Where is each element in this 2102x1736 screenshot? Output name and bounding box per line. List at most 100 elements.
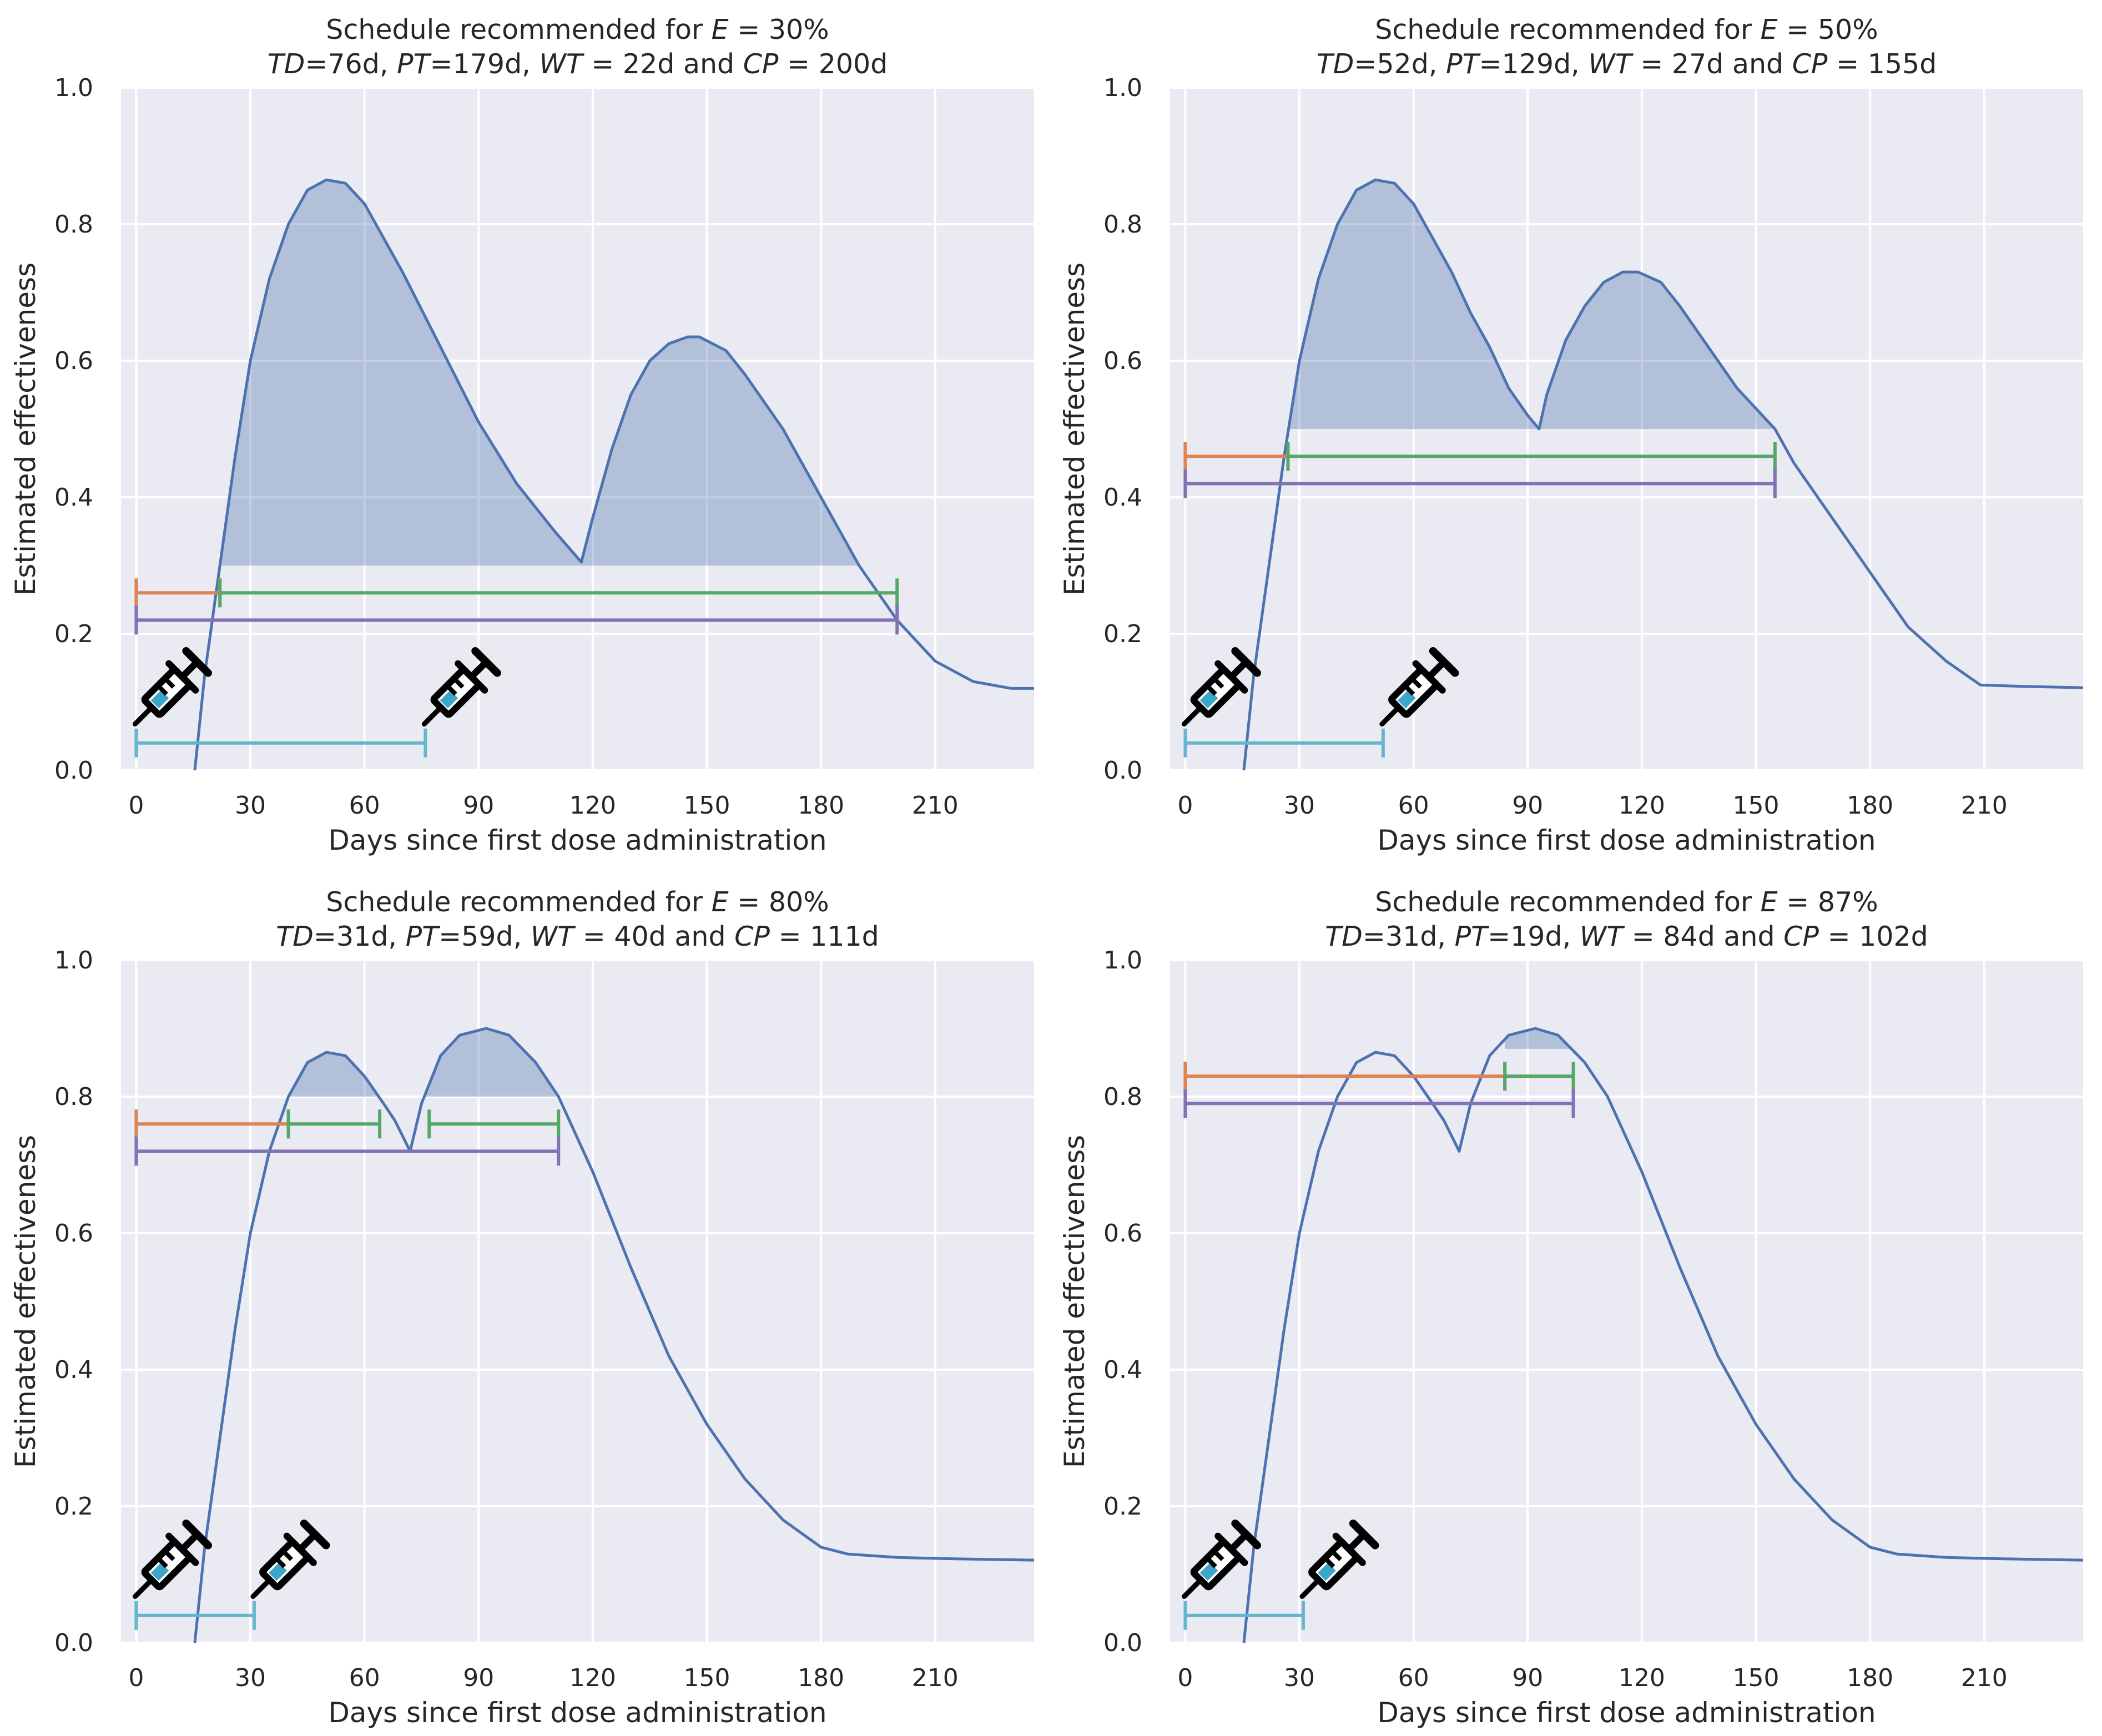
title-part: TD — [1317, 48, 1354, 80]
title-part: = 102d — [1819, 921, 1928, 952]
y-axis-label: Estimated effectiveness — [1058, 1135, 1091, 1468]
x-tick-label: 30 — [1284, 1664, 1315, 1692]
interval-pt — [286, 1109, 382, 1139]
x-tick-label: 60 — [1398, 1664, 1429, 1692]
plot-content — [132, 1027, 1034, 1643]
y-tick-label: 1.0 — [54, 74, 93, 102]
y-tick-label: 0.6 — [54, 347, 93, 375]
title-part: Schedule recommended for — [1375, 14, 1760, 46]
y-axis-label: Estimated effectiveness — [9, 263, 42, 596]
effectiveness-curve — [1242, 1027, 2083, 1643]
x-tick-label: 0 — [1177, 1664, 1193, 1692]
syringe-handle — [471, 647, 501, 677]
y-tick-label: 0.6 — [1103, 347, 1142, 375]
x-tick-label: 210 — [912, 791, 959, 820]
title-part: TD — [276, 921, 314, 952]
syringe-needle — [421, 705, 443, 727]
title-part: PT — [1455, 921, 1490, 952]
x-tick-label: 90 — [463, 1664, 494, 1692]
y-tick-label: 0.6 — [1103, 1219, 1142, 1248]
effectiveness-curve — [1242, 178, 2083, 770]
y-tick-label: 0.4 — [54, 1356, 93, 1384]
interval-td — [134, 1601, 256, 1630]
interval-cp — [134, 605, 899, 635]
syringe-icon — [250, 1520, 330, 1599]
syringe-needle — [1181, 1577, 1203, 1599]
y-tick-label: 0.8 — [54, 1083, 93, 1111]
title-part: CP — [734, 921, 770, 952]
syringe-handle — [182, 1520, 212, 1550]
interval-pt — [427, 1109, 561, 1139]
y-tick-label: 0.4 — [1103, 483, 1142, 512]
title-part: WT — [539, 48, 584, 80]
syringe-handle — [1429, 647, 1459, 677]
chart-panel-2: 0 30 60 90 120 150 180 210 0.0 0.2 0.4 0.6 0.8 1.0 Day… — [1058, 14, 2083, 856]
y-tick-label: 0.8 — [1103, 210, 1142, 239]
title-part: =129d, — [1479, 48, 1588, 80]
syringe-flange — [455, 660, 488, 694]
chart-panel-4: 0 30 60 90 120 150 180 210 0.0 0.2 0.4 0.6 0.8 1.0 Day… — [1058, 886, 2083, 1729]
x-tick-label: 30 — [235, 791, 266, 820]
plot-area — [121, 88, 1034, 770]
x-axis-label: Days since first dose administration — [1377, 824, 1876, 856]
y-tick-label: 0.2 — [54, 620, 93, 648]
title-part: WT — [1588, 48, 1634, 80]
y-tick-label: 1.0 — [1103, 946, 1142, 975]
interval-cp — [134, 1137, 561, 1166]
plot-content — [1181, 178, 2083, 770]
x-tick-label: 120 — [1619, 1664, 1665, 1692]
x-tick-label: 120 — [1619, 791, 1665, 820]
x-tick-label: 60 — [349, 1664, 380, 1692]
syringe-handle — [1231, 1520, 1261, 1550]
syringe-mark — [156, 684, 168, 696]
interval-td — [1183, 1601, 1305, 1630]
title-part: = 200d — [778, 48, 888, 80]
syringe-icon — [1181, 647, 1261, 727]
title-part: PT — [406, 921, 441, 952]
title-part: WT — [531, 921, 576, 952]
syringe-flange — [1412, 660, 1446, 694]
x-tick-label: 210 — [1961, 791, 2008, 820]
chart-panel-1: 0 30 60 90 120 150 180 210 0.0 0.2 0.4 0.6 0.8 1.0 Day… — [9, 14, 1034, 856]
syringe-mark — [274, 1556, 286, 1568]
x-axis-label: Days since first dose administration — [328, 1697, 826, 1729]
title-part: WT — [1580, 921, 1625, 952]
y-tick-label: 0.2 — [1103, 1492, 1142, 1521]
title-part: E — [1761, 886, 1778, 918]
syringe-mark — [1205, 684, 1217, 696]
title-part: =76d, — [305, 48, 397, 80]
interval-pt — [218, 578, 899, 608]
title-part: E — [712, 886, 729, 918]
interval-pt — [1286, 442, 1777, 471]
title-part: = 30% — [729, 14, 829, 46]
shaded-area — [220, 180, 898, 566]
x-tick-label: 120 — [569, 791, 616, 820]
title-part: CP — [1792, 48, 1828, 80]
x-tick-label: 150 — [684, 791, 730, 820]
plot-area — [121, 960, 1034, 1643]
x-tick-label: 0 — [1177, 791, 1193, 820]
plot-content — [132, 178, 1034, 770]
x-tick-label: 30 — [235, 1664, 266, 1692]
y-tick-label: 0.2 — [1103, 620, 1142, 648]
syringe-needle — [132, 1577, 154, 1599]
syringe-icon — [1379, 647, 1459, 727]
plot-area — [1170, 960, 2083, 1643]
title-part: = 84d and — [1623, 921, 1783, 952]
interval-cp — [1183, 1089, 1575, 1118]
syringe-needle — [1299, 1577, 1322, 1599]
syringe-flange — [1214, 660, 1248, 694]
syringe-flange — [165, 1532, 199, 1566]
chart-title-line1: Schedule recommended for E = 80% — [326, 886, 829, 918]
syringe-icon — [1299, 1520, 1379, 1599]
syringe-mark — [1403, 684, 1415, 696]
chart-title-line1: Schedule recommended for E = 50% — [1375, 14, 1878, 46]
chart-title-line1: Schedule recommended for E = 87% — [1375, 886, 1878, 918]
x-tick-label: 150 — [1733, 1664, 1780, 1692]
title-part: =19d, — [1488, 921, 1580, 952]
x-tick-label: 180 — [798, 791, 844, 820]
title-part: Schedule recommended for — [1375, 886, 1760, 918]
title-part: = 50% — [1778, 14, 1878, 46]
title-part: CP — [743, 48, 779, 80]
x-tick-label: 150 — [1733, 791, 1780, 820]
